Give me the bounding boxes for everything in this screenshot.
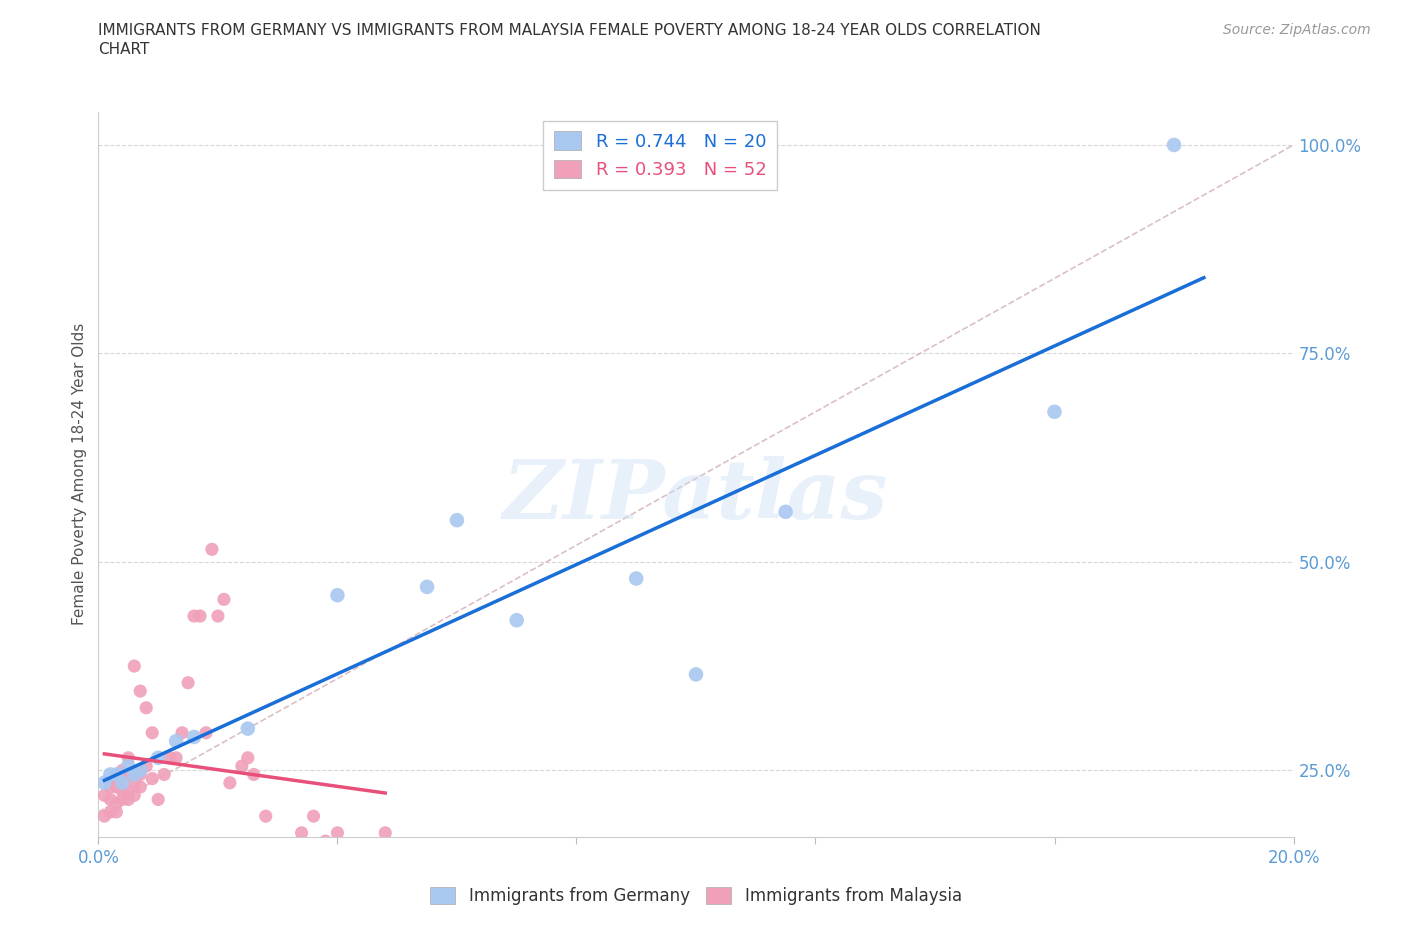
Point bbox=[141, 725, 163, 740]
Point bbox=[129, 684, 152, 698]
Point bbox=[291, 826, 314, 841]
Point bbox=[1163, 138, 1185, 153]
Point bbox=[100, 804, 122, 819]
Text: ZIPatlas: ZIPatlas bbox=[503, 456, 889, 536]
Point bbox=[236, 751, 259, 765]
Point bbox=[124, 767, 146, 782]
Point bbox=[165, 734, 187, 749]
Point bbox=[350, 842, 373, 857]
Point bbox=[207, 608, 229, 623]
Point bbox=[148, 751, 170, 765]
Point bbox=[117, 759, 139, 774]
Point bbox=[153, 767, 176, 782]
Point bbox=[302, 809, 325, 824]
Point bbox=[124, 788, 146, 803]
Point bbox=[111, 784, 134, 799]
Point bbox=[243, 767, 266, 782]
Point bbox=[148, 792, 170, 807]
Point bbox=[236, 721, 259, 736]
Text: Source: ZipAtlas.com: Source: ZipAtlas.com bbox=[1223, 23, 1371, 37]
Y-axis label: Female Poverty Among 18-24 Year Olds: Female Poverty Among 18-24 Year Olds bbox=[72, 324, 87, 626]
Point bbox=[315, 833, 337, 848]
Point bbox=[219, 776, 242, 790]
Point bbox=[100, 792, 122, 807]
Point bbox=[212, 591, 235, 606]
Point bbox=[1043, 405, 1066, 419]
Point bbox=[172, 725, 194, 740]
Point bbox=[117, 792, 139, 807]
Text: IMMIGRANTS FROM GERMANY VS IMMIGRANTS FROM MALAYSIA FEMALE POVERTY AMONG 18-24 Y: IMMIGRANTS FROM GERMANY VS IMMIGRANTS FR… bbox=[98, 23, 1042, 38]
Point bbox=[326, 588, 349, 603]
Point bbox=[626, 571, 648, 586]
Point bbox=[254, 809, 277, 824]
Point bbox=[231, 759, 253, 774]
Point bbox=[326, 826, 349, 841]
Point bbox=[177, 675, 200, 690]
Point bbox=[183, 729, 205, 744]
Point bbox=[129, 763, 152, 777]
Point bbox=[111, 771, 134, 786]
Point bbox=[93, 809, 115, 824]
Point bbox=[195, 725, 218, 740]
Point bbox=[124, 776, 146, 790]
Point bbox=[278, 842, 301, 857]
Point bbox=[93, 788, 115, 803]
Point bbox=[201, 542, 224, 557]
Point bbox=[105, 771, 128, 786]
Text: CHART: CHART bbox=[98, 42, 150, 57]
Point bbox=[117, 767, 139, 782]
Point bbox=[111, 763, 134, 777]
Point bbox=[374, 826, 396, 841]
Point bbox=[117, 784, 139, 799]
Point bbox=[141, 771, 163, 786]
Point bbox=[135, 759, 157, 774]
Point bbox=[446, 512, 468, 527]
Point bbox=[124, 658, 146, 673]
Point bbox=[183, 608, 205, 623]
Point bbox=[685, 667, 707, 682]
Point bbox=[775, 504, 797, 519]
Point bbox=[267, 846, 290, 861]
Point bbox=[105, 779, 128, 794]
Point bbox=[100, 767, 122, 782]
Point bbox=[100, 779, 122, 794]
Point bbox=[93, 776, 115, 790]
Point bbox=[129, 779, 152, 794]
Legend: Immigrants from Germany, Immigrants from Malaysia: Immigrants from Germany, Immigrants from… bbox=[423, 881, 969, 912]
Point bbox=[111, 792, 134, 807]
Point bbox=[105, 767, 128, 782]
Point bbox=[506, 613, 529, 628]
Point bbox=[105, 796, 128, 811]
Point bbox=[111, 776, 134, 790]
Point bbox=[105, 804, 128, 819]
Point bbox=[159, 751, 181, 765]
Point bbox=[165, 751, 187, 765]
Point bbox=[188, 608, 211, 623]
Point bbox=[117, 751, 139, 765]
Point bbox=[129, 767, 152, 782]
Point bbox=[135, 700, 157, 715]
Point bbox=[416, 579, 439, 594]
